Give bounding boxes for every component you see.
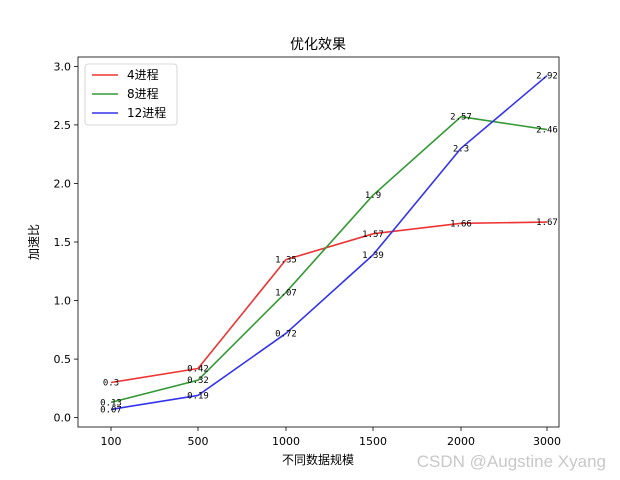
y-tick-label: 0.0 [54, 412, 72, 425]
x-tick-label: 3000 [533, 435, 561, 448]
series-line-1 [110, 221, 548, 384]
data-label: 1.67 [536, 218, 558, 228]
x-axis-label: 不同数据规模 [282, 452, 354, 467]
y-tick-label: 2.0 [54, 177, 72, 190]
y-tick-label: 3.0 [54, 60, 72, 73]
data-label: 0.42 [187, 364, 209, 374]
data-label: 1.07 [275, 288, 297, 298]
y-tick-label: 1.0 [54, 295, 72, 308]
legend-label: 12进程 [127, 105, 166, 120]
data-label: 0.13 [100, 398, 122, 408]
y-tick-label: 0.5 [54, 353, 72, 366]
x-axis-ticks: 100 500 1000 1500 2000 3000 [101, 427, 561, 448]
legend-label: 8进程 [127, 86, 159, 101]
watermark: CSDN @Augstine Xyang [416, 452, 606, 471]
data-label: 2.57 [450, 113, 472, 123]
data-label: 0.19 [187, 391, 209, 401]
data-label: 1.57 [362, 230, 384, 240]
data-label: 1.9 [365, 191, 381, 201]
y-axis-label: 加速比 [27, 224, 41, 260]
x-tick-label: 2000 [447, 435, 475, 448]
series-line-3 [110, 75, 548, 411]
y-axis-ticks: 0.0 0.5 1.0 1.5 2.0 2.5 3.0 [54, 60, 78, 425]
legend-box [84, 63, 178, 126]
series-lines [110, 75, 548, 411]
data-label: 1.66 [450, 219, 472, 229]
data-label: 1.35 [275, 256, 297, 266]
legend: 4进程 8进程 12进程 [84, 63, 178, 126]
x-tick-label: 1500 [359, 435, 387, 448]
data-labels: 0.3 0.42 1.35 1.57 1.66 1.67 0.13 0.32 1.07 1.9 2.… [100, 72, 558, 416]
series-line-2 [110, 115, 548, 404]
y-tick-label: 1.5 [54, 236, 72, 249]
data-label: 0.32 [187, 376, 209, 386]
data-label: 1.39 [362, 251, 384, 261]
x-tick-label: 100 [101, 435, 122, 448]
x-tick-label: 1000 [272, 435, 300, 448]
data-label: 0.07 [100, 405, 122, 415]
data-label: 2.3 [453, 144, 469, 154]
y-tick-label: 2.5 [54, 119, 72, 132]
data-label: 0.72 [275, 329, 297, 339]
legend-label: 4进程 [127, 67, 159, 82]
data-label: 0.3 [103, 379, 119, 389]
x-tick-label: 500 [188, 435, 209, 448]
chart-title: 优化效果 [290, 37, 346, 53]
data-label: 2.46 [536, 126, 558, 136]
data-label: 2.92 [536, 72, 558, 82]
